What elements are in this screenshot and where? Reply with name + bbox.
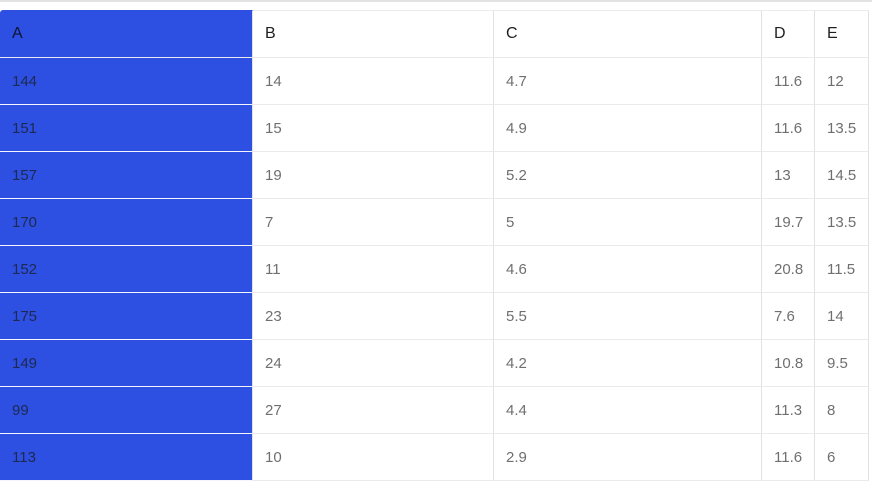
cell-d-2[interactable]: 11.6 — [762, 105, 815, 152]
cell-c-4[interactable]: 5 — [494, 199, 762, 246]
cell-d-3[interactable]: 13 — [762, 152, 815, 199]
cell-c-3[interactable]: 5.2 — [494, 152, 762, 199]
cell-b-9[interactable]: 10 — [253, 434, 494, 481]
cell-c-6[interactable]: 5.5 — [494, 293, 762, 340]
cell-b-1[interactable]: 14 — [253, 58, 494, 105]
cell-c-1[interactable]: 4.7 — [494, 58, 762, 105]
cell-b-2[interactable]: 15 — [253, 105, 494, 152]
cell-d-6[interactable]: 7.6 — [762, 293, 815, 340]
cell-b-6[interactable]: 23 — [253, 293, 494, 340]
cell-e-4[interactable]: 13.5 — [815, 199, 869, 246]
cell-a-1[interactable]: 144 — [0, 58, 253, 105]
column-header-a[interactable]: A — [0, 10, 253, 58]
table-row: 170 7 5 19.7 13.5 — [0, 199, 869, 246]
cell-e-2[interactable]: 13.5 — [815, 105, 869, 152]
cell-a-4[interactable]: 170 — [0, 199, 253, 246]
column-header-c[interactable]: C — [494, 10, 762, 58]
table-row: 152 11 4.6 20.8 11.5 — [0, 246, 869, 293]
cell-a-2[interactable]: 151 — [0, 105, 253, 152]
cell-d-4[interactable]: 19.7 — [762, 199, 815, 246]
column-header-b[interactable]: B — [253, 10, 494, 58]
cell-a-7[interactable]: 149 — [0, 340, 253, 387]
cell-c-8[interactable]: 4.4 — [494, 387, 762, 434]
cell-c-5[interactable]: 4.6 — [494, 246, 762, 293]
cell-d-7[interactable]: 10.8 — [762, 340, 815, 387]
cell-b-8[interactable]: 27 — [253, 387, 494, 434]
cell-b-5[interactable]: 11 — [253, 246, 494, 293]
column-header-e[interactable]: E — [815, 10, 869, 58]
table-row: 113 10 2.9 11.6 6 — [0, 434, 869, 481]
table-row: 175 23 5.5 7.6 14 — [0, 293, 869, 340]
cell-d-8[interactable]: 11.3 — [762, 387, 815, 434]
table-row: 151 15 4.9 11.6 13.5 — [0, 105, 869, 152]
cell-d-9[interactable]: 11.6 — [762, 434, 815, 481]
table-row: 157 19 5.2 13 14.5 — [0, 152, 869, 199]
cell-b-7[interactable]: 24 — [253, 340, 494, 387]
cell-c-2[interactable]: 4.9 — [494, 105, 762, 152]
cell-e-8[interactable]: 8 — [815, 387, 869, 434]
cell-c-9[interactable]: 2.9 — [494, 434, 762, 481]
cell-a-8[interactable]: 99 — [0, 387, 253, 434]
cell-a-9[interactable]: 113 — [0, 434, 253, 481]
cell-e-7[interactable]: 9.5 — [815, 340, 869, 387]
cell-e-9[interactable]: 6 — [815, 434, 869, 481]
table-row: 149 24 4.2 10.8 9.5 — [0, 340, 869, 387]
cell-d-5[interactable]: 20.8 — [762, 246, 815, 293]
cell-e-3[interactable]: 14.5 — [815, 152, 869, 199]
cell-c-7[interactable]: 4.2 — [494, 340, 762, 387]
table-body: 144 14 4.7 11.6 12 151 15 4.9 11.6 13.5 157 19 5.2 13… — [0, 58, 869, 481]
cell-d-1[interactable]: 11.6 — [762, 58, 815, 105]
cell-a-3[interactable]: 157 — [0, 152, 253, 199]
cell-a-6[interactable]: 175 — [0, 293, 253, 340]
cell-e-6[interactable]: 14 — [815, 293, 869, 340]
cell-b-3[interactable]: 19 — [253, 152, 494, 199]
table-row: 99 27 4.4 11.3 8 — [0, 387, 869, 434]
cell-b-4[interactable]: 7 — [253, 199, 494, 246]
column-header-d[interactable]: D — [762, 10, 815, 58]
cell-e-5[interactable]: 11.5 — [815, 246, 869, 293]
cell-a-5[interactable]: 152 — [0, 246, 253, 293]
cell-e-1[interactable]: 12 — [815, 58, 869, 105]
top-divider — [0, 0, 872, 2]
table-row: 144 14 4.7 11.6 12 — [0, 58, 869, 105]
